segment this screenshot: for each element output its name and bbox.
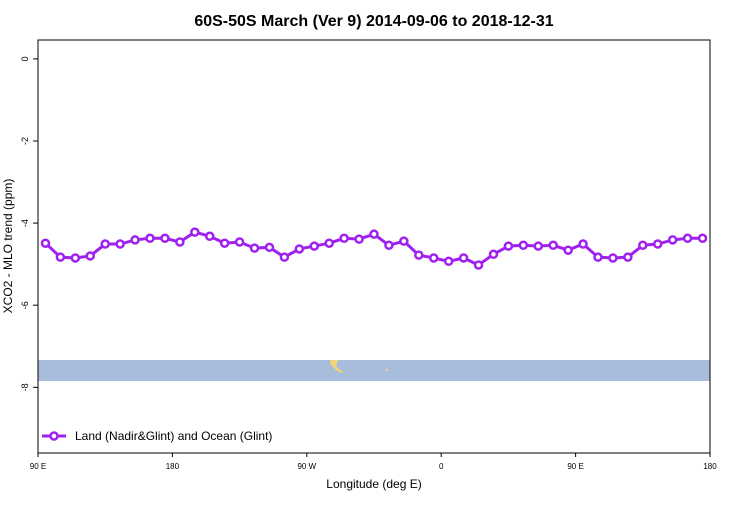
data-point: [55, 252, 66, 262]
data-point: [428, 253, 439, 263]
legend-marker: [49, 431, 59, 441]
x-tick-label: 90 W: [297, 462, 316, 471]
data-point: [414, 250, 424, 260]
data-point: [324, 238, 334, 248]
data-point: [294, 244, 305, 254]
y-tick-label: -4: [20, 219, 30, 227]
data-point: [667, 235, 678, 245]
x-tick-label: 180: [166, 462, 180, 471]
data-point: [279, 252, 290, 262]
data-point: [354, 234, 364, 244]
data-point: [249, 243, 260, 253]
y-tick-label: 0: [20, 56, 30, 61]
y-axis-label: XCO2 - MLO trend (ppm): [1, 179, 15, 314]
y-tick-label: -6: [20, 301, 30, 309]
legend-label: Land (Nadir&Glint) and Ocean (Glint): [75, 429, 272, 443]
x-axis-label: Longitude (deg E): [326, 477, 421, 491]
data-point: [518, 240, 529, 251]
data-point: [593, 252, 603, 262]
data-point: [697, 233, 708, 244]
data-point: [458, 253, 469, 263]
data-point: [473, 260, 484, 270]
data-point: [369, 229, 379, 239]
data-point: [652, 239, 663, 249]
data-point: [682, 233, 693, 244]
data-point: [145, 233, 155, 244]
data-point: [190, 227, 200, 237]
data-point: [578, 239, 588, 249]
data-point: [234, 237, 245, 247]
map-strip: [38, 360, 710, 381]
data-point: [115, 239, 125, 249]
data-point: [175, 237, 185, 247]
data-point: [160, 233, 170, 244]
y-tick-label: -8: [20, 383, 30, 391]
data-point: [204, 231, 215, 241]
x-tick-label: 0: [439, 462, 444, 471]
land-patch: [386, 369, 388, 371]
x-tick-label: 90 E: [567, 462, 583, 471]
data-point: [85, 251, 96, 261]
data-point: [443, 256, 454, 267]
data-point: [384, 240, 394, 251]
data-point: [533, 241, 544, 251]
data-point: [638, 240, 648, 251]
data-point: [309, 241, 320, 251]
data-point: [608, 253, 618, 263]
y-tick-label: -2: [20, 137, 30, 145]
data-point: [339, 233, 349, 244]
data-point: [264, 242, 275, 253]
data-point: [623, 252, 633, 262]
data-point: [488, 249, 499, 260]
data-point: [130, 235, 140, 245]
ocean-band: [38, 360, 710, 381]
data-point: [503, 241, 514, 251]
plot-frame: [37, 39, 711, 454]
data-point: [40, 238, 51, 248]
x-tick-label: 180: [703, 462, 717, 471]
x-tick-label: 90 E: [30, 462, 46, 471]
data-point: [548, 240, 558, 251]
data-point: [563, 245, 573, 255]
data-point: [100, 239, 110, 249]
data-point: [70, 253, 81, 263]
chart-title: 60S-50S March (Ver 9) 2014-09-06 to 2018…: [194, 13, 553, 30]
data-point: [219, 238, 230, 248]
data-point: [399, 236, 409, 246]
land-patch: [330, 360, 344, 373]
